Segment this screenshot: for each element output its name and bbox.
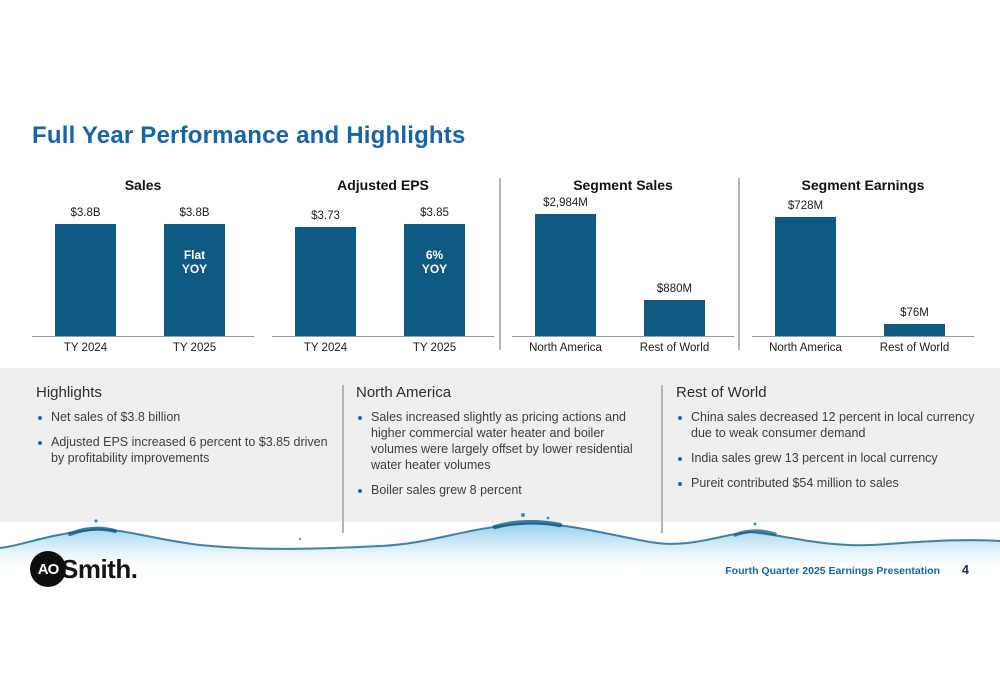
plot-area: $728M $76M bbox=[752, 194, 974, 337]
water-crest bbox=[492, 519, 563, 530]
chart-adjusted-eps: Adjusted EPS $3.73 6% YOY $3.85 TY 2024 TY … bbox=[272, 177, 494, 355]
bar-ty-2024 bbox=[55, 224, 116, 336]
bullet-item: Pureit contributed $54 million to sales bbox=[676, 476, 976, 492]
bar-ty-2024 bbox=[295, 227, 356, 336]
bar-value-label: $3.8B bbox=[70, 207, 101, 219]
plot-area: $2,984M $880M bbox=[512, 194, 734, 337]
water-crest bbox=[68, 526, 117, 536]
slide-title: Full Year Performance and Highlights bbox=[32, 122, 466, 149]
category-label: North America bbox=[529, 342, 602, 354]
bar-north-america bbox=[535, 214, 596, 336]
page-number: 4 bbox=[962, 563, 969, 577]
chart-title: Segment Earnings bbox=[801, 177, 925, 193]
bullet-item: Net sales of $3.8 billion bbox=[36, 410, 332, 426]
chart-sales: Sales $3.8B Flat YOY $3.8B TY 2024 TY 2025 bbox=[32, 177, 254, 355]
ao-smith-logo: AO Smith. bbox=[30, 551, 138, 587]
water-droplet bbox=[298, 537, 302, 541]
logo-ao-mark: AO bbox=[30, 551, 66, 587]
bullet-item: Adjusted EPS increased 6 percent to $3.8… bbox=[36, 435, 332, 467]
category-label: TY 2024 bbox=[63, 342, 108, 354]
bullet-list: Net sales of $3.8 billion Adjusted EPS in… bbox=[36, 410, 332, 467]
category-row: North America Rest of World bbox=[512, 337, 734, 355]
category-label: Rest of World bbox=[639, 342, 710, 354]
column-divider bbox=[342, 385, 344, 533]
bullet-list: China sales decreased 12 percent in loca… bbox=[676, 410, 976, 492]
category-row: TY 2024 TY 2025 bbox=[32, 337, 254, 355]
logo-smith-text: Smith. bbox=[61, 553, 138, 584]
bar-north-america bbox=[775, 217, 836, 336]
bar-annotation: 6% YOY bbox=[421, 248, 448, 277]
water-droplet bbox=[753, 522, 757, 526]
bar-ty-2025: 6% YOY bbox=[404, 224, 465, 336]
column-header: North America bbox=[356, 384, 452, 401]
chart-segment-sales: Segment Sales $2,984M $880M North America… bbox=[512, 177, 734, 355]
plot-area: $3.8B Flat YOY $3.8B bbox=[32, 194, 254, 337]
water-wave-image bbox=[0, 513, 1000, 588]
bullet-list: Sales increased slightly as pricing acti… bbox=[356, 410, 644, 498]
water-droplet bbox=[94, 519, 98, 523]
bar-value-label: $2,984M bbox=[543, 197, 588, 209]
bullet-item: Sales increased slightly as pricing acti… bbox=[356, 410, 644, 474]
category-label: TY 2024 bbox=[303, 342, 348, 354]
chart-divider bbox=[499, 178, 501, 350]
water-crest bbox=[733, 529, 777, 537]
column-header: Highlights bbox=[36, 384, 102, 401]
bar-ty-2025: Flat YOY bbox=[164, 224, 225, 336]
category-label: Rest of World bbox=[879, 342, 950, 354]
bullet-item: China sales decreased 12 percent in loca… bbox=[676, 410, 976, 442]
bar-value-label: $76M bbox=[900, 307, 929, 319]
column-divider bbox=[661, 385, 663, 533]
bar-annotation: Flat YOY bbox=[181, 248, 208, 277]
category-label: North America bbox=[769, 342, 842, 354]
bar-value-label: $3.73 bbox=[311, 210, 340, 222]
category-row: TY 2024 TY 2025 bbox=[272, 337, 494, 355]
chart-segment-earnings: Segment Earnings $728M $76M North America… bbox=[752, 177, 974, 355]
water-droplet bbox=[546, 516, 550, 520]
bar-value-label: $3.85 bbox=[420, 207, 449, 219]
plot-area: $3.73 6% YOY $3.85 bbox=[272, 194, 494, 337]
category-row: North America Rest of World bbox=[752, 337, 974, 355]
bullet-item: India sales grew 13 percent in local cur… bbox=[676, 451, 976, 467]
highlights-column: Highlights Net sales of $3.8 billion Adju… bbox=[36, 384, 332, 476]
highlights-band: Highlights Net sales of $3.8 billion Adju… bbox=[0, 368, 1000, 522]
north-america-column: North America Sales increased slightly a… bbox=[356, 384, 644, 507]
water-body bbox=[0, 523, 1000, 588]
chart-divider bbox=[738, 178, 740, 350]
bar-value-label: $3.8B bbox=[179, 207, 210, 219]
bar-rest-of-world bbox=[884, 324, 945, 336]
chart-title: Segment Sales bbox=[573, 177, 673, 193]
column-header: Rest of World bbox=[676, 384, 767, 401]
footer-presentation-title: Fourth Quarter 2025 Earnings Presentatio… bbox=[725, 565, 940, 577]
category-label: TY 2025 bbox=[172, 342, 217, 354]
bullet-item: Boiler sales grew 8 percent bbox=[356, 483, 644, 499]
bar-value-label: $728M bbox=[787, 200, 824, 212]
chart-title: Adjusted EPS bbox=[337, 177, 429, 193]
category-label: TY 2025 bbox=[412, 342, 457, 354]
bar-value-label: $880M bbox=[656, 283, 693, 295]
chart-title: Sales bbox=[124, 177, 162, 193]
water-droplet bbox=[521, 513, 525, 517]
bar-rest-of-world bbox=[644, 300, 705, 336]
rest-of-world-column: Rest of World China sales decreased 12 p… bbox=[676, 384, 976, 501]
